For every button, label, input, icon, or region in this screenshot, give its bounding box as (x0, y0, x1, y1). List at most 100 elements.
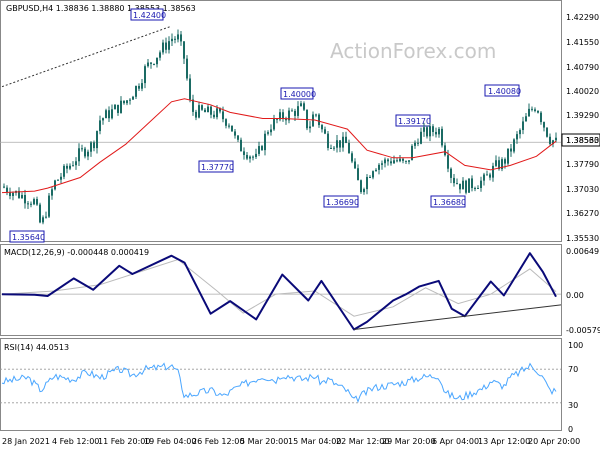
candle-body (174, 38, 176, 40)
candle-body (42, 217, 44, 223)
annotation-box (430, 195, 466, 208)
candle-body (252, 156, 254, 158)
price-tick-label: 1.35530 (566, 234, 599, 243)
candle-body (246, 154, 248, 159)
candle-body (234, 131, 236, 136)
x-tick-label: 26 Feb 12:00 (192, 437, 244, 446)
candle-body (18, 190, 20, 199)
annotation-box (130, 8, 164, 21)
candle-body (117, 104, 119, 113)
annotation-text: 1.42400 (133, 11, 166, 20)
candle-body (201, 105, 203, 110)
candle-body (318, 114, 320, 126)
annotation-text: 1.36690 (326, 198, 359, 207)
candle-body (255, 153, 257, 157)
candle-body (384, 159, 386, 164)
candle-body (363, 189, 365, 193)
candle-body (531, 108, 533, 110)
candle-body (471, 178, 473, 189)
candle-body (408, 160, 410, 162)
price-tick-label: 1.39290 (566, 111, 599, 120)
price-tick-label: 1.36270 (566, 209, 599, 218)
candle-body (366, 177, 368, 190)
candle-body (282, 112, 284, 119)
candle-body (459, 183, 461, 190)
x-tick-label: 5 Mar 20:00 (240, 437, 288, 446)
chart-header: GBPUSD,H4 1.38836 1.38880 1.38553 1.3856… (6, 4, 196, 13)
candle-body (222, 111, 224, 120)
candle-body (432, 126, 434, 132)
candle-body (21, 195, 23, 199)
candle-body (552, 140, 554, 144)
candle-body (294, 110, 296, 116)
candle-body (162, 42, 164, 53)
candle-body (186, 58, 188, 79)
candle-body (249, 156, 251, 159)
candle-body (450, 168, 452, 178)
candle-body (177, 34, 179, 40)
candle-body (378, 164, 380, 170)
candle-body (330, 147, 332, 149)
annotation-text: 1.40080 (488, 87, 521, 96)
candle-body (441, 128, 443, 146)
annotation-1.39170: 1.39170 (395, 114, 431, 127)
candle-body (339, 140, 341, 148)
candle-body (33, 199, 35, 205)
candle-body (360, 180, 362, 193)
annotation-text: 1.40000 (283, 90, 316, 99)
macd-line (1, 252, 557, 331)
annotation-1.36690: 1.36690 (323, 195, 359, 208)
candle-body (111, 109, 113, 119)
candle-body (276, 118, 278, 120)
annotation-1.40080: 1.40080 (484, 84, 521, 97)
candle-body (120, 100, 122, 113)
price-tick-label: 1.37790 (566, 160, 599, 169)
candle-body (144, 66, 146, 84)
candle-body (495, 160, 497, 166)
candle-body (399, 158, 401, 162)
rsi-panel-frame (0, 338, 562, 431)
price-panel-frame (0, 0, 562, 242)
candle-body (447, 155, 449, 169)
x-tick-label: 6 Apr 04:00 (432, 437, 479, 446)
candle-body (228, 125, 230, 127)
candle-body (240, 139, 242, 152)
candle-body (537, 110, 539, 113)
candle-body (486, 174, 488, 176)
candle-body (333, 147, 335, 149)
candle-body (414, 142, 416, 146)
candle-body (66, 165, 68, 169)
x-tick-label: 19 Feb 04:00 (144, 437, 196, 446)
candle-body (444, 145, 446, 156)
candle-body (150, 62, 152, 64)
candle-body (138, 85, 140, 89)
candle-body (426, 127, 428, 137)
candle-body (72, 165, 74, 167)
macd-trendline (353, 304, 562, 330)
candle-body (195, 111, 197, 118)
candle-body (417, 142, 419, 144)
current-price-label: 1.38563 (566, 136, 599, 145)
current-price-box (561, 133, 600, 147)
candle-body (81, 148, 83, 150)
candle-body (258, 146, 260, 154)
candle-body (129, 99, 131, 101)
candle-body (465, 180, 467, 193)
candle-body (372, 171, 374, 178)
candle-body (411, 145, 413, 161)
price-tick-label: 1.40790 (566, 63, 599, 72)
candle-body (39, 204, 41, 223)
rsi-tick-label: 70 (568, 365, 578, 374)
x-tick-label: 29 Mar 20:00 (382, 437, 435, 446)
rsi-title: RSI(14) 44.0513 (4, 343, 69, 352)
price-tick-label: 1.41550 (566, 38, 599, 47)
candle-body (480, 180, 482, 189)
candle-body (9, 192, 11, 197)
candle-body (36, 199, 38, 205)
candle-body (513, 139, 515, 152)
candle-body (420, 131, 422, 144)
candle-body (306, 109, 308, 129)
x-tick-label: 15 Mar 04:00 (288, 437, 341, 446)
candle-body (87, 151, 89, 157)
candle-body (546, 127, 548, 137)
